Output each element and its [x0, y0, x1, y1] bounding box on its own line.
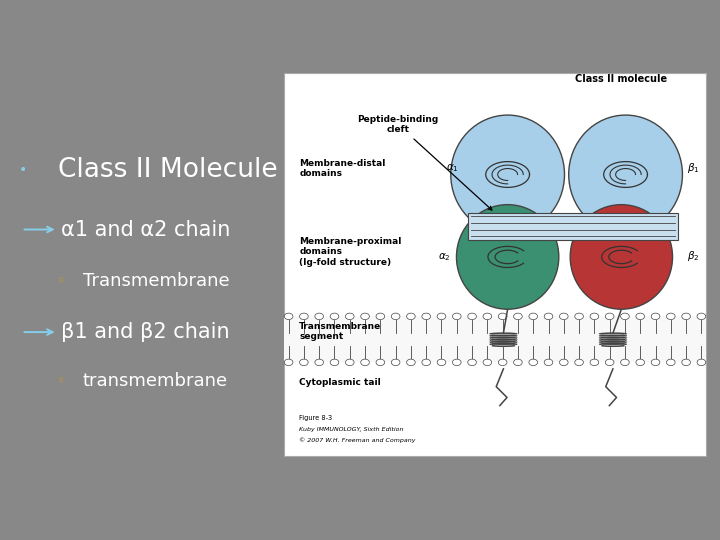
Circle shape — [330, 359, 339, 366]
Circle shape — [559, 313, 568, 320]
Text: $\alpha_2$: $\alpha_2$ — [438, 251, 451, 262]
Circle shape — [284, 359, 293, 366]
Ellipse shape — [456, 205, 559, 309]
Text: Cytoplasmic tail: Cytoplasmic tail — [299, 379, 381, 387]
Circle shape — [559, 359, 568, 366]
Text: Peptide-binding
cleft: Peptide-binding cleft — [358, 115, 492, 210]
Circle shape — [376, 313, 384, 320]
Circle shape — [575, 313, 583, 320]
Text: Kuby IMMUNOLOGY, Sixth Edition: Kuby IMMUNOLOGY, Sixth Edition — [299, 427, 404, 433]
Ellipse shape — [570, 205, 672, 309]
Circle shape — [346, 313, 354, 320]
Circle shape — [468, 313, 477, 320]
Text: Figure 8-3: Figure 8-3 — [299, 415, 332, 421]
Circle shape — [667, 359, 675, 366]
Bar — [284, 316, 706, 362]
Circle shape — [697, 313, 706, 320]
Circle shape — [529, 313, 538, 320]
Circle shape — [315, 359, 323, 366]
Circle shape — [407, 313, 415, 320]
Circle shape — [651, 313, 660, 320]
Circle shape — [376, 359, 384, 366]
Circle shape — [621, 359, 629, 366]
Text: Membrane-distal
domains: Membrane-distal domains — [299, 159, 385, 178]
Circle shape — [682, 313, 690, 320]
Circle shape — [300, 313, 308, 320]
Text: α1 and α2 chain: α1 and α2 chain — [61, 219, 230, 240]
Circle shape — [513, 313, 522, 320]
Circle shape — [452, 359, 461, 366]
Circle shape — [361, 313, 369, 320]
Text: Transmembrane
segment: Transmembrane segment — [299, 322, 382, 341]
Circle shape — [606, 359, 614, 366]
Text: β1 and β2 chain: β1 and β2 chain — [61, 322, 230, 342]
Circle shape — [544, 359, 553, 366]
Text: ◦: ◦ — [57, 374, 66, 388]
Circle shape — [437, 313, 446, 320]
Text: Class II Molecule: Class II Molecule — [58, 157, 277, 183]
Circle shape — [667, 313, 675, 320]
Ellipse shape — [569, 115, 683, 234]
Circle shape — [606, 313, 614, 320]
Circle shape — [284, 313, 293, 320]
Circle shape — [361, 359, 369, 366]
Circle shape — [544, 313, 553, 320]
Circle shape — [590, 313, 599, 320]
Circle shape — [590, 359, 599, 366]
Text: •: • — [19, 163, 27, 177]
Circle shape — [346, 359, 354, 366]
Bar — [284, 73, 706, 456]
Text: Membrane-proximal
domains
(Ig-fold structure): Membrane-proximal domains (Ig-fold struc… — [299, 237, 402, 267]
Circle shape — [483, 359, 492, 366]
Circle shape — [407, 359, 415, 366]
Circle shape — [697, 359, 706, 366]
Circle shape — [452, 313, 461, 320]
Text: transmembrane: transmembrane — [83, 372, 228, 390]
Bar — [467, 213, 678, 240]
Ellipse shape — [451, 115, 564, 234]
Circle shape — [651, 359, 660, 366]
Circle shape — [330, 313, 339, 320]
Circle shape — [498, 359, 507, 366]
Circle shape — [391, 359, 400, 366]
Text: © 2007 W.H. Freeman and Company: © 2007 W.H. Freeman and Company — [299, 437, 415, 443]
Circle shape — [422, 313, 431, 320]
Circle shape — [621, 313, 629, 320]
Text: Class II molecule: Class II molecule — [575, 75, 667, 84]
Circle shape — [529, 359, 538, 366]
Circle shape — [636, 313, 644, 320]
Text: $\beta_2$: $\beta_2$ — [687, 249, 699, 263]
Circle shape — [300, 359, 308, 366]
Circle shape — [391, 313, 400, 320]
Circle shape — [437, 359, 446, 366]
Circle shape — [483, 313, 492, 320]
Text: Transmembrane: Transmembrane — [83, 272, 230, 290]
Circle shape — [422, 359, 431, 366]
Circle shape — [513, 359, 522, 366]
Text: $\beta_1$: $\beta_1$ — [687, 161, 699, 174]
Circle shape — [315, 313, 323, 320]
Text: $\alpha_1$: $\alpha_1$ — [446, 163, 459, 174]
Circle shape — [468, 359, 477, 366]
Circle shape — [575, 359, 583, 366]
Circle shape — [682, 359, 690, 366]
Text: ◦: ◦ — [57, 274, 66, 288]
Circle shape — [636, 359, 644, 366]
Circle shape — [498, 313, 507, 320]
